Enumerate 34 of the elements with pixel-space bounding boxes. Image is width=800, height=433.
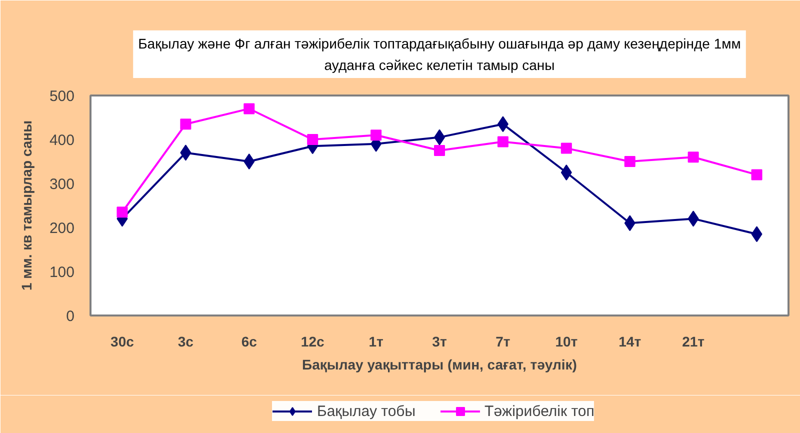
x-tick-label: 30с: [110, 334, 134, 350]
y-tick-label: 400: [49, 132, 75, 149]
y-tick-label: 0: [66, 308, 74, 325]
x-tick-label: 12с: [300, 334, 324, 350]
x-tick-label: 3с: [178, 334, 194, 350]
x-tick-label: 14т: [618, 334, 642, 350]
point: [560, 142, 572, 154]
y-tick-label: 300: [49, 176, 75, 193]
y-axis-title: 1 мм. кв тамырлар саны: [18, 120, 34, 291]
legend-label: Бақылау тобы: [317, 402, 416, 420]
point: [370, 130, 382, 141]
x-axis-title: Бақылау уақыттары (мин, сағат, тәулік): [302, 356, 577, 372]
y-tick-label: 100: [49, 264, 75, 281]
x-tick-label: 1т: [368, 334, 384, 350]
x-tick-label: 10т: [555, 334, 578, 350]
x-tick-label: 3т: [432, 334, 447, 350]
point: [751, 169, 762, 180]
y-tick-label: 200: [49, 220, 75, 237]
legend-label: Тәжірибелік топ: [484, 402, 594, 420]
x-tick-label: 21т: [682, 334, 705, 350]
point: [180, 118, 192, 130]
point: [560, 164, 572, 180]
point: [497, 136, 508, 148]
point: [244, 103, 255, 114]
x-tick-label: 6с: [241, 334, 258, 350]
point: [688, 152, 699, 163]
y-tick-label: 500: [49, 88, 75, 105]
x-tick-label: 7т: [496, 334, 510, 350]
point: [116, 206, 128, 218]
chart-title: Бақылау және Фг алған тәжірибелік топтардағықабыну ошағында әр даму кезеңдерінде 1мм ауданға сәйкес келетін тамыр саны: [138, 35, 741, 73]
point: [434, 145, 445, 156]
point: [624, 156, 636, 167]
point: [244, 154, 255, 170]
point: [307, 134, 318, 145]
